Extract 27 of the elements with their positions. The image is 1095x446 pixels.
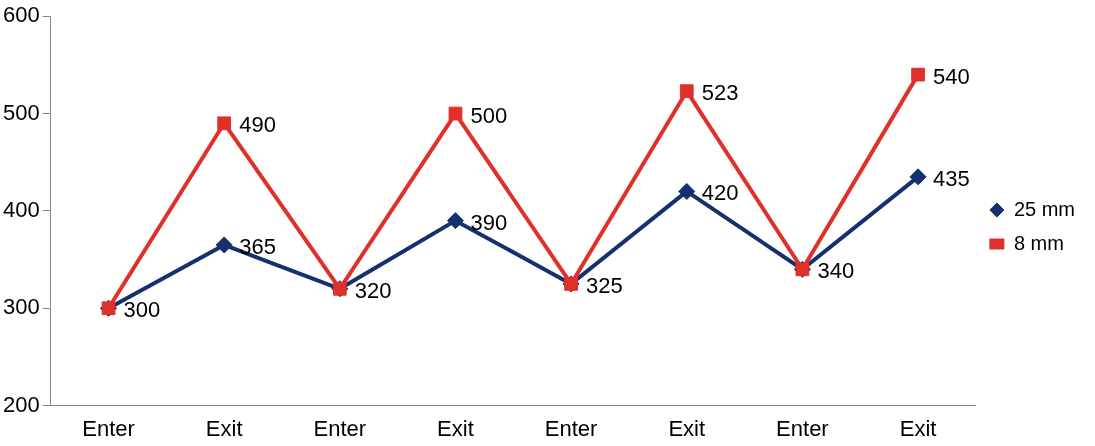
legend-label: 25 mm	[1013, 197, 1075, 220]
legend-label: 8 mm	[1013, 231, 1064, 254]
data-label: 365	[239, 234, 276, 260]
x-tick-label: Exit	[437, 415, 474, 441]
data-label: 523	[701, 80, 739, 106]
x-tick-label: Exit	[668, 415, 706, 441]
data-label: 420	[701, 180, 739, 206]
data-label: 300	[123, 297, 161, 323]
data-label: 320	[354, 277, 392, 303]
data-label: 435	[933, 165, 970, 191]
y-tick-label: 500	[2, 99, 40, 125]
y-tick-label: 200	[2, 391, 40, 417]
x-tick-label: Enter	[776, 415, 829, 441]
x-tick-label: Enter	[82, 415, 135, 441]
data-label: 540	[933, 63, 970, 89]
x-tick-label: Enter	[313, 415, 367, 441]
y-tick-label: 400	[2, 196, 40, 222]
x-tick-label: Enter	[544, 415, 598, 441]
x-tick-label: Exit	[899, 415, 937, 441]
data-label: 490	[239, 112, 276, 138]
data-label: 325	[586, 272, 623, 298]
y-tick-label: 300	[2, 294, 40, 320]
data-label: 500	[470, 102, 508, 128]
data-label: 390	[470, 209, 508, 235]
x-tick-label: Exit	[205, 415, 243, 441]
data-label: 340	[817, 258, 855, 284]
y-tick-label: 600	[2, 2, 40, 28]
